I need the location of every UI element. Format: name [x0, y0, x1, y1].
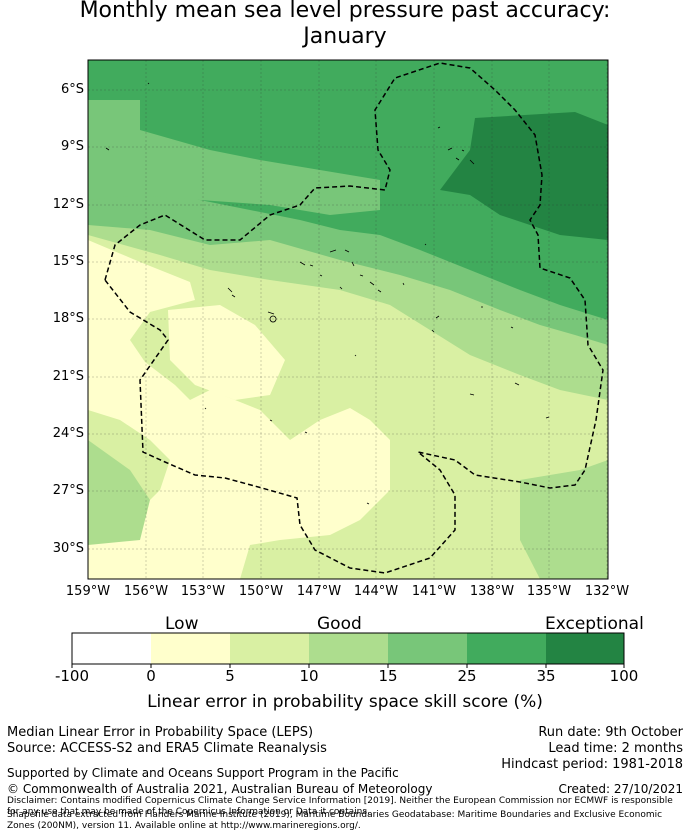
- colorbar-category-low: Low: [165, 614, 199, 634]
- lead-time: Lead time: 2 months: [548, 741, 683, 756]
- x-axis-label-135w: 135°W: [526, 584, 572, 599]
- skill-region-moderate-northwest: [88, 100, 380, 215]
- colorbar-tick-25: 25: [457, 667, 477, 685]
- colorbar-category-exceptional: Exceptional: [545, 614, 644, 634]
- support-statement: Supported by Climate and Oceans Support …: [7, 766, 399, 780]
- y-axis-label-24s: 24°S: [52, 426, 84, 441]
- colorbar-category-good: Good: [317, 614, 362, 634]
- skill-region-exceptional: [440, 112, 608, 240]
- copyright-statement: © Commonwealth of Australia 2021, Austra…: [7, 782, 433, 796]
- colorbar-label: Linear error in probability space skill …: [147, 692, 543, 712]
- eez-boundary-line: [104, 62, 604, 574]
- colorbar-tick-marks: [71, 664, 625, 668]
- x-axis-label-147w: 147°W: [296, 584, 342, 599]
- colorbar-bin-25-35: [467, 633, 546, 664]
- colorbar-bin-35-100: [546, 633, 624, 664]
- y-axis-label-15s: 15°S: [52, 254, 84, 269]
- colorbar-tick-15: 15: [378, 667, 398, 685]
- skill-region-moderate-southeast: [520, 460, 608, 579]
- colorbar-frame: [71, 632, 625, 665]
- y-axis-label-27s: 27°S: [52, 483, 84, 498]
- colorbar-bin-below-0: [72, 633, 151, 664]
- y-axis-label-18s: 18°S: [52, 311, 84, 326]
- x-axis-label-141w: 141°W: [411, 584, 457, 599]
- colorbar-tick-neg100: -100: [54, 667, 90, 685]
- map-title-line2: January: [303, 24, 387, 49]
- x-axis-label-159w: 159°W: [65, 584, 111, 599]
- disclaimer-shapefile: Shapefile data extracted from Flanders M…: [7, 810, 663, 831]
- map-title-line1: Monthly mean sea level pressure past acc…: [79, 0, 611, 23]
- colorbar-bin-10-15: [309, 633, 388, 664]
- x-axis-label-132w: 132°W: [584, 584, 630, 599]
- data-source: Source: ACCESS-S2 and ERA5 Climate Reana…: [7, 741, 327, 756]
- colorbar-tick-5: 5: [225, 667, 235, 685]
- run-date: Run date: 9th October: [538, 725, 683, 740]
- disclaimer-copernicus: Disclaimer: Contains modified Copernicus…: [7, 796, 673, 817]
- map-frame: [87, 59, 609, 580]
- y-axis-label-12s: 12°S: [52, 197, 84, 212]
- islands: [105, 82, 550, 505]
- y-axis-label-6s: 6°S: [60, 82, 84, 97]
- colorbar-tick-100: 100: [609, 667, 639, 685]
- metric-description: Median Linear Error in Probability Space…: [7, 725, 314, 740]
- y-axis-label-9s: 9°S: [60, 139, 84, 154]
- x-axis-label-156w: 156°W: [123, 584, 169, 599]
- x-axis-label-138w: 138°W: [469, 584, 515, 599]
- skill-region-moderate-southwest: [88, 440, 150, 545]
- colorbar-bin-5-10: [230, 633, 309, 664]
- x-axis-label-150w: 150°W: [238, 584, 284, 599]
- x-axis-label-153w: 153°W: [180, 584, 226, 599]
- y-axis-label-30s: 30°S: [52, 541, 84, 556]
- y-axis-label-21s: 21°S: [52, 369, 84, 384]
- colorbar-bin-15-25: [388, 633, 467, 664]
- colorbar-tick-0: 0: [146, 667, 156, 685]
- colorbar-tick-35: 35: [536, 667, 556, 685]
- x-axis-label-144w: 144°W: [353, 584, 399, 599]
- colorbar-bin-0-5: [151, 633, 230, 664]
- created-date: Created: 27/10/2021: [558, 782, 683, 796]
- colorbar: [71, 632, 625, 668]
- skill-region-low-central: [168, 305, 285, 400]
- skill-region-low: [88, 240, 390, 579]
- colorbar-tick-10: 10: [299, 667, 319, 685]
- skill-field: [88, 60, 608, 579]
- hindcast-period: Hindcast period: 1981-2018: [501, 757, 683, 772]
